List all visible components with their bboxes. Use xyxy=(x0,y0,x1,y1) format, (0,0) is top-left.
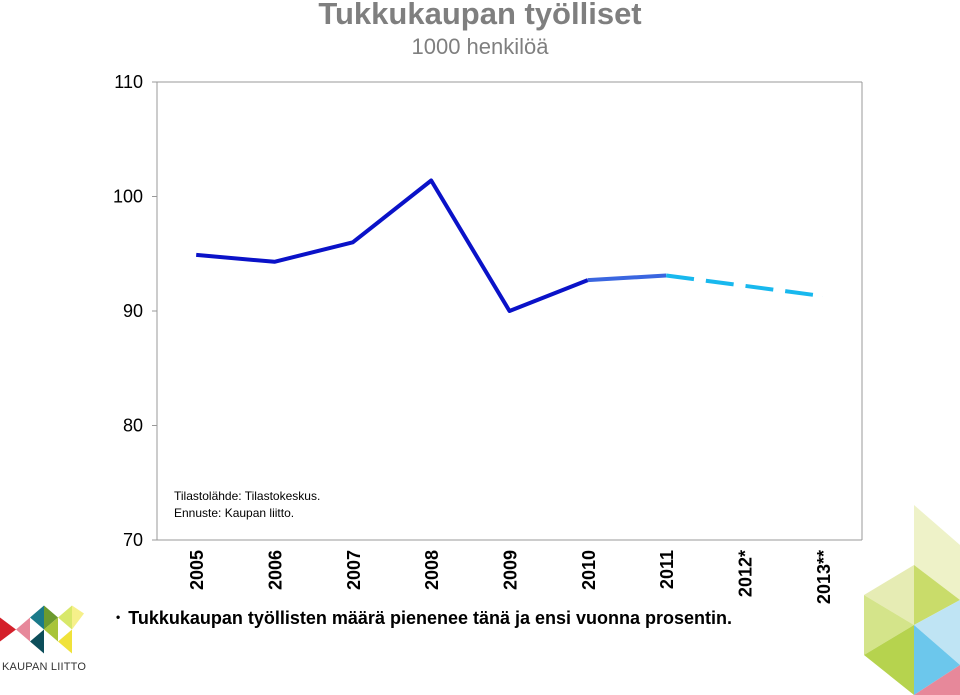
y-tick-label: 90 xyxy=(123,301,143,321)
kaupan-liitto-logo-icon xyxy=(0,605,84,654)
y-tick-label: 80 xyxy=(123,416,143,436)
y-tick-label: 70 xyxy=(123,530,143,550)
chart-title: Tukkukaupan työlliset xyxy=(318,0,642,31)
forecast-annotation: Ennuste: Kaupan liitto. xyxy=(174,506,295,520)
series-line-0 xyxy=(196,178,589,313)
x-tick-label: 2011 xyxy=(657,550,677,589)
x-tick-label: 2012* xyxy=(736,550,756,597)
x-tick-label: 2013** xyxy=(814,550,834,604)
series-line-1 xyxy=(587,273,667,283)
x-tick-label: 2008 xyxy=(422,550,442,590)
decorative-triangles-icon xyxy=(864,505,960,695)
y-tick-label: 110 xyxy=(114,72,143,92)
logo-text: KAUPAN LIITTO xyxy=(2,661,87,673)
x-tick-label: 2010 xyxy=(579,550,599,590)
bullet-icon: • xyxy=(116,610,121,624)
x-tick-label: 2005 xyxy=(187,550,207,590)
chart-series xyxy=(196,178,824,313)
source-annotation: Tilastolähde: Tilastokeskus. xyxy=(174,489,321,503)
bullet-note: • Tukkukaupan työllisten määrä pienenee t… xyxy=(116,608,732,629)
y-tick-label: 100 xyxy=(113,187,143,207)
x-tick-label: 2007 xyxy=(344,550,364,590)
bullet-note-text: Tukkukaupan työllisten määrä pienenee tä… xyxy=(128,608,733,628)
y-tick-labels: 70 80 90 100 110 xyxy=(113,72,157,550)
x-tick-label: 2006 xyxy=(266,550,286,590)
chart-subtitle: 1000 henkilöä xyxy=(411,34,549,59)
x-tick-labels: 2005 2006 2007 2008 2009 2010 2011 2012* 2013** xyxy=(187,550,834,604)
series-line-2 xyxy=(665,273,824,299)
x-tick-label: 2009 xyxy=(501,550,521,590)
